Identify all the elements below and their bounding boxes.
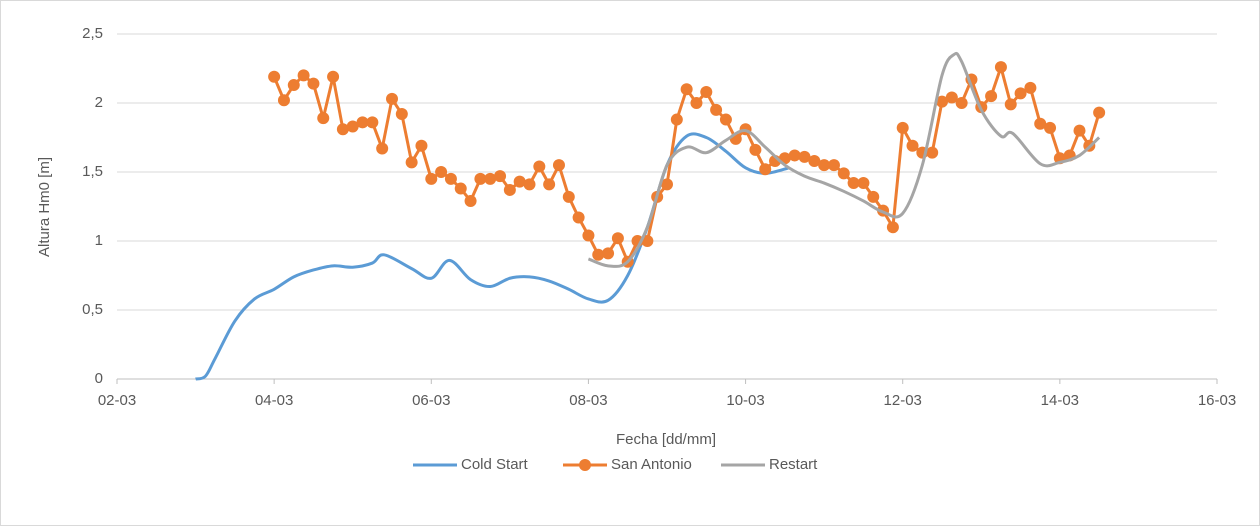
- data-point: [287, 79, 300, 92]
- data-point: [611, 232, 624, 245]
- data-point: [641, 235, 654, 247]
- data-point: [277, 94, 290, 107]
- data-point: [543, 178, 556, 191]
- legend-label: San Antonio: [611, 456, 692, 473]
- data-point: [464, 194, 477, 207]
- data-point: [346, 120, 359, 133]
- data-point: [327, 70, 340, 83]
- data-point: [1034, 117, 1047, 130]
- data-point: [906, 139, 919, 152]
- data-point: [474, 172, 487, 185]
- data-point: [356, 116, 369, 129]
- data-point: [798, 150, 811, 163]
- data-point: [552, 159, 565, 172]
- data-point: [808, 154, 821, 167]
- data-point: [395, 108, 408, 121]
- data-point: [690, 97, 703, 109]
- data-point: [749, 143, 762, 156]
- data-point: [1073, 124, 1086, 137]
- data-point: [896, 121, 909, 134]
- data-point: [592, 248, 605, 261]
- series-line: [587, 51, 1101, 268]
- data-point: [710, 103, 723, 116]
- data-point: [994, 61, 1007, 74]
- x-tick-label: 06-03: [412, 392, 450, 409]
- data-point: [572, 211, 585, 224]
- data-point: [886, 221, 899, 234]
- data-point: [827, 159, 840, 172]
- data-point: [955, 97, 968, 109]
- data-point: [788, 149, 801, 162]
- data-point: [602, 247, 615, 260]
- x-tick-label: 16-03: [1198, 392, 1236, 409]
- x-tick-label: 04-03: [255, 392, 293, 409]
- y-axis-title: Altura Hm0 [m]: [36, 157, 53, 257]
- data-point: [454, 182, 467, 195]
- y-tick-label: 2: [95, 94, 103, 111]
- data-point: [376, 142, 389, 155]
- data-point: [1044, 121, 1057, 134]
- data-point: [847, 177, 860, 190]
- data-point: [425, 172, 438, 185]
- data-point: [719, 113, 732, 126]
- data-point: [700, 85, 713, 98]
- data-point: [1014, 87, 1027, 100]
- x-axis-title: Fecha [dd/mm]: [616, 431, 716, 448]
- data-point: [503, 183, 516, 196]
- data-point: [415, 139, 428, 152]
- data-point: [366, 116, 379, 129]
- series-line: [195, 132, 790, 381]
- data-point: [680, 83, 693, 96]
- data-point: [523, 178, 536, 191]
- data-point: [1024, 81, 1037, 94]
- data-point: [435, 166, 448, 178]
- data-point: [936, 95, 948, 108]
- data-point: [336, 123, 349, 136]
- data-point: [268, 70, 281, 83]
- data-point: [837, 167, 850, 180]
- data-point: [661, 178, 673, 191]
- y-tick-label: 1,5: [82, 163, 103, 180]
- y-tick-label: 0,5: [82, 301, 103, 318]
- data-point: [945, 91, 958, 104]
- data-point: [405, 156, 418, 169]
- data-point: [386, 92, 398, 105]
- data-point: [818, 159, 831, 172]
- data-point: [926, 146, 939, 159]
- legend-label: Restart: [769, 456, 818, 473]
- data-point: [582, 229, 595, 242]
- legend-label: Cold Start: [461, 456, 529, 473]
- data-point: [1004, 98, 1017, 111]
- x-tick-label: 02-03: [98, 392, 136, 409]
- data-point: [867, 190, 880, 203]
- y-tick-label: 1: [95, 232, 103, 249]
- y-tick-label: 2,5: [82, 25, 103, 42]
- data-point: [857, 177, 870, 190]
- data-point: [297, 69, 310, 82]
- legend-marker: [579, 459, 591, 471]
- x-tick-label: 10-03: [726, 392, 764, 409]
- data-point: [317, 112, 330, 125]
- data-point: [759, 163, 772, 176]
- data-point: [307, 77, 320, 90]
- data-point: [670, 113, 683, 126]
- x-tick-label: 14-03: [1041, 392, 1079, 409]
- data-point: [533, 160, 546, 173]
- y-tick-label: 0: [95, 370, 103, 387]
- data-point: [562, 190, 575, 203]
- x-tick-label: 08-03: [569, 392, 607, 409]
- data-point: [1093, 106, 1106, 119]
- data-point: [444, 172, 457, 185]
- data-point: [494, 170, 507, 183]
- data-point: [513, 175, 526, 188]
- x-tick-label: 12-03: [884, 392, 922, 409]
- data-point: [985, 90, 998, 103]
- data-point: [484, 172, 497, 185]
